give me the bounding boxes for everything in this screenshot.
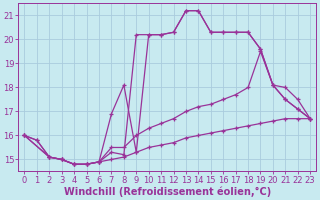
X-axis label: Windchill (Refroidissement éolien,°C): Windchill (Refroidissement éolien,°C) [64, 186, 271, 197]
